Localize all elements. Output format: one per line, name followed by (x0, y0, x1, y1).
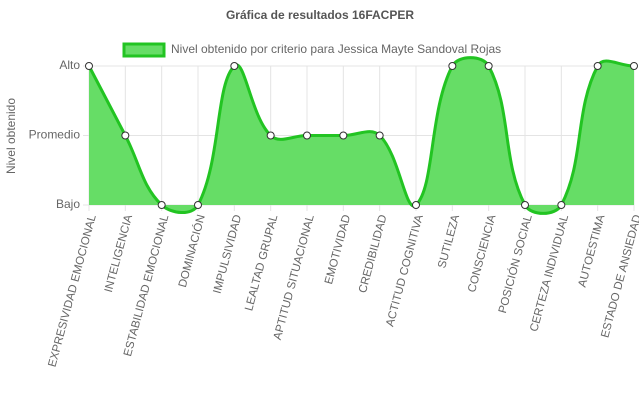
y-tick-label: Bajo (56, 197, 80, 211)
legend-swatch (122, 42, 166, 58)
point (375, 131, 384, 140)
x-tick-label: INTELIGENCIA (103, 213, 135, 294)
x-tick-label: POSICIÓN SOCIAL (496, 213, 535, 315)
x-tick-label: EMOTIVIDAD (323, 213, 353, 285)
x-tick-label: LEALTAD GRUPAL (243, 213, 280, 312)
point (630, 62, 638, 70)
point (85, 62, 93, 70)
point (303, 131, 311, 140)
x-tick-label: CERTEZA INDIVIDUAL (528, 213, 571, 333)
chart-title: Gráfica de resultados 16FACPER (226, 8, 414, 22)
x-tick-label: DOMINACIÓN (176, 213, 208, 289)
point (157, 201, 166, 209)
x-tick-label: CREDIBILIDAD (357, 213, 389, 294)
point (194, 201, 202, 209)
point (521, 201, 529, 209)
point (266, 131, 275, 140)
y-axis-label: Nivel obtenido (4, 98, 18, 174)
y-tick-label: Alto (59, 58, 80, 72)
point (230, 62, 239, 70)
point (339, 131, 348, 140)
point (448, 62, 457, 70)
x-tick-label: EXPRESIVIDAD EMOCIONAL (47, 213, 99, 369)
x-tick-label: ESTADO DE ANSIEDAD (599, 213, 639, 339)
point (557, 201, 566, 209)
point (484, 62, 493, 70)
x-tick-label: IMPULSIVIDAD (212, 213, 245, 295)
x-tick-label: APTITUD SITUACIONAL (272, 213, 317, 341)
legend-label: Nivel obtenido por criterio para Jessica… (171, 42, 501, 56)
x-tick-label: CONSCIENCIA (466, 213, 498, 294)
x-tick-label: AUTOESTIMA (577, 213, 608, 288)
area-fill (89, 57, 634, 214)
point (412, 201, 420, 209)
x-tick-label: ACTITUD COGNITIVA (384, 213, 426, 328)
point (121, 131, 130, 140)
x-tick-label: SUTILEZA (436, 213, 462, 270)
y-tick-label: Promedio (29, 128, 81, 142)
point (593, 62, 602, 70)
